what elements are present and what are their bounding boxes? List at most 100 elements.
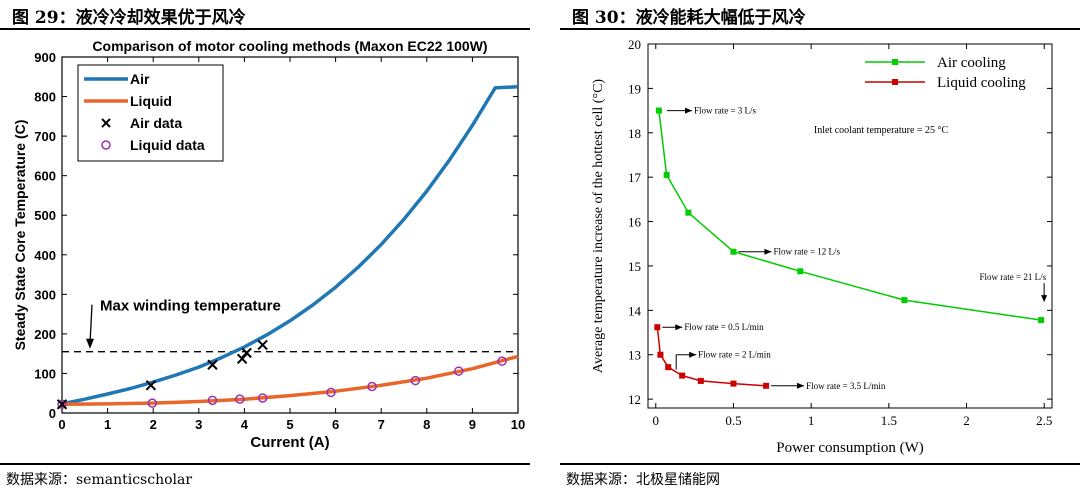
liquid-data-point: [453, 366, 464, 376]
y-tick-label: 12: [628, 392, 641, 407]
y-tick-label: 200: [34, 327, 56, 342]
flow-21ls-label: Flow rate = 21 L/s: [980, 272, 1047, 282]
air-data-marker: [145, 380, 157, 391]
max-winding-arrow: [89, 304, 93, 344]
liquid-cooling-point: [697, 377, 704, 384]
power-consumption-chart: 0 0.5 1 1.5 2 2.5 12 13 14 15 16 17 18 19 20 Power cons…: [591, 37, 1053, 456]
x-tick-label: 1: [104, 417, 111, 432]
flow-12ls-label: Flow rate = 12 L/s: [773, 247, 840, 257]
x-tick-label: 3: [195, 417, 202, 432]
liquid-data-point: [497, 356, 507, 366]
x-tick-label: 2.5: [1036, 413, 1052, 428]
x-tick-label: 2: [150, 417, 157, 432]
air-data-point: [207, 359, 218, 370]
flow-2lmin-arrow-head: [689, 351, 697, 358]
air-cooling-point: [901, 297, 908, 304]
y-tick-label: 0: [49, 406, 56, 421]
flow-35lmin-label: Flow rate = 3.5 L/min: [806, 381, 886, 391]
y-tick-label: 900: [34, 50, 56, 65]
max-winding-label: Max winding temperature: [100, 298, 281, 315]
x-tick-label: 4: [241, 417, 249, 432]
figure-30-panel: 图 30：液冷能耗大幅低于风冷 0 0.5 1 1.5 2 2.5 12 13 14 15 16 17…: [560, 0, 1080, 490]
y-axis-label: Steady State Core Temperature (C): [12, 120, 28, 351]
y-tick-label: 300: [34, 287, 56, 302]
x-tick-label: 6: [332, 417, 339, 432]
flow-05lmin-label: Flow rate = 0.5 L/min: [684, 322, 764, 332]
x-tick-label: 8: [423, 417, 430, 432]
x-tick-label: 2: [963, 413, 970, 428]
y-tick-label: 700: [34, 129, 56, 144]
liquid-data-point: [367, 381, 377, 392]
liquid-cooling-point: [665, 364, 672, 371]
x-tick-label: 10: [511, 417, 525, 432]
max-winding-arrowhead: [86, 338, 94, 349]
air-data-marker: [257, 339, 268, 351]
flow-2lmin-label: Flow rate = 2 L/min: [698, 350, 771, 360]
liquid-data-point: [57, 399, 67, 410]
x-tick-label: 0.5: [725, 413, 741, 428]
liquid-data-point: [235, 394, 245, 404]
top-rule: [560, 28, 1080, 30]
y-tick-label: 100: [34, 366, 56, 381]
liquid-data-point: [410, 375, 421, 386]
x-tick-label: 1.5: [881, 413, 897, 428]
flow-21ls-arrow-head: [1041, 295, 1048, 303]
liquid-cooling-point: [657, 351, 664, 358]
flow-05lmin-arrow-head: [675, 324, 683, 331]
air-cooling-point: [655, 107, 662, 114]
legend-marker: [892, 59, 898, 65]
y-tick-label: 17: [628, 170, 642, 185]
y-tick-label: 20: [628, 37, 641, 52]
air-data-marker: [207, 359, 218, 370]
air-data-point: [257, 339, 268, 351]
liquid-cooling-point: [730, 380, 737, 387]
liquid-cooling-point: [763, 382, 770, 389]
figure-30-title: 图 30：液冷能耗大幅低于风冷: [572, 8, 806, 28]
y-tick-label: 400: [34, 248, 56, 263]
x-axis-label: Current (A): [250, 434, 329, 451]
liquid-data-point: [257, 393, 268, 403]
x-tick-label: 7: [378, 417, 385, 432]
air-data-point: [145, 380, 157, 391]
air-cooling-point: [797, 268, 804, 275]
air-data-marker: [241, 347, 252, 359]
y-tick-label: 14: [628, 303, 642, 318]
liquid-cooling-point: [679, 372, 686, 379]
bottom-rule: [0, 463, 530, 465]
bottom-rule: [560, 463, 1080, 465]
air-data-point: [241, 347, 252, 359]
liquid-data-point: [326, 387, 336, 398]
legend-label: Liquid data: [130, 137, 205, 153]
x-tick-label: 1: [808, 413, 815, 428]
inlet-temperature-note: Inlet coolant temperature = 25 °C: [814, 125, 949, 136]
y-tick-label: 800: [34, 90, 56, 105]
liquid-data-point: [207, 395, 218, 406]
legend-label: Liquid: [130, 93, 172, 109]
air-cooling-point: [663, 171, 670, 178]
figure-29-panel: 图 29：液冷冷却效果优于风冷 Comparison of motor cool…: [0, 0, 530, 490]
legend-swatch: [101, 118, 111, 128]
flow-12ls-arrow-head: [764, 248, 772, 255]
legend-label: Air: [130, 71, 150, 87]
liquid-cooling-point: [654, 324, 661, 331]
air-cooling-point: [685, 209, 692, 216]
motor-cooling-chart: Comparison of motor cooling methods (Max…: [12, 38, 525, 451]
air-data-marker: [56, 399, 68, 410]
legend-label: Air data: [130, 115, 182, 131]
y-axis-label: Average temperature increase of the hott…: [591, 79, 606, 373]
y-tick-label: 500: [34, 208, 56, 223]
legend-label: Air cooling: [937, 55, 1006, 71]
x-tick-label: 0: [58, 417, 65, 432]
x-axis-label: Power consumption (W): [776, 440, 923, 456]
y-tick-label: 18: [628, 126, 641, 141]
air-cooling-point: [730, 248, 737, 255]
y-tick-label: 13: [628, 348, 641, 363]
y-tick-label: 16: [628, 215, 642, 230]
x-tick-label: 5: [286, 417, 293, 432]
chart-title: Comparison of motor cooling methods (Max…: [92, 38, 487, 54]
y-tick-label: 19: [628, 81, 641, 96]
plot-area: [647, 43, 1053, 409]
flow-3ls-label: Flow rate = 3 L/s: [694, 106, 757, 116]
air-line: [61, 84, 519, 406]
top-rule: [0, 28, 530, 30]
